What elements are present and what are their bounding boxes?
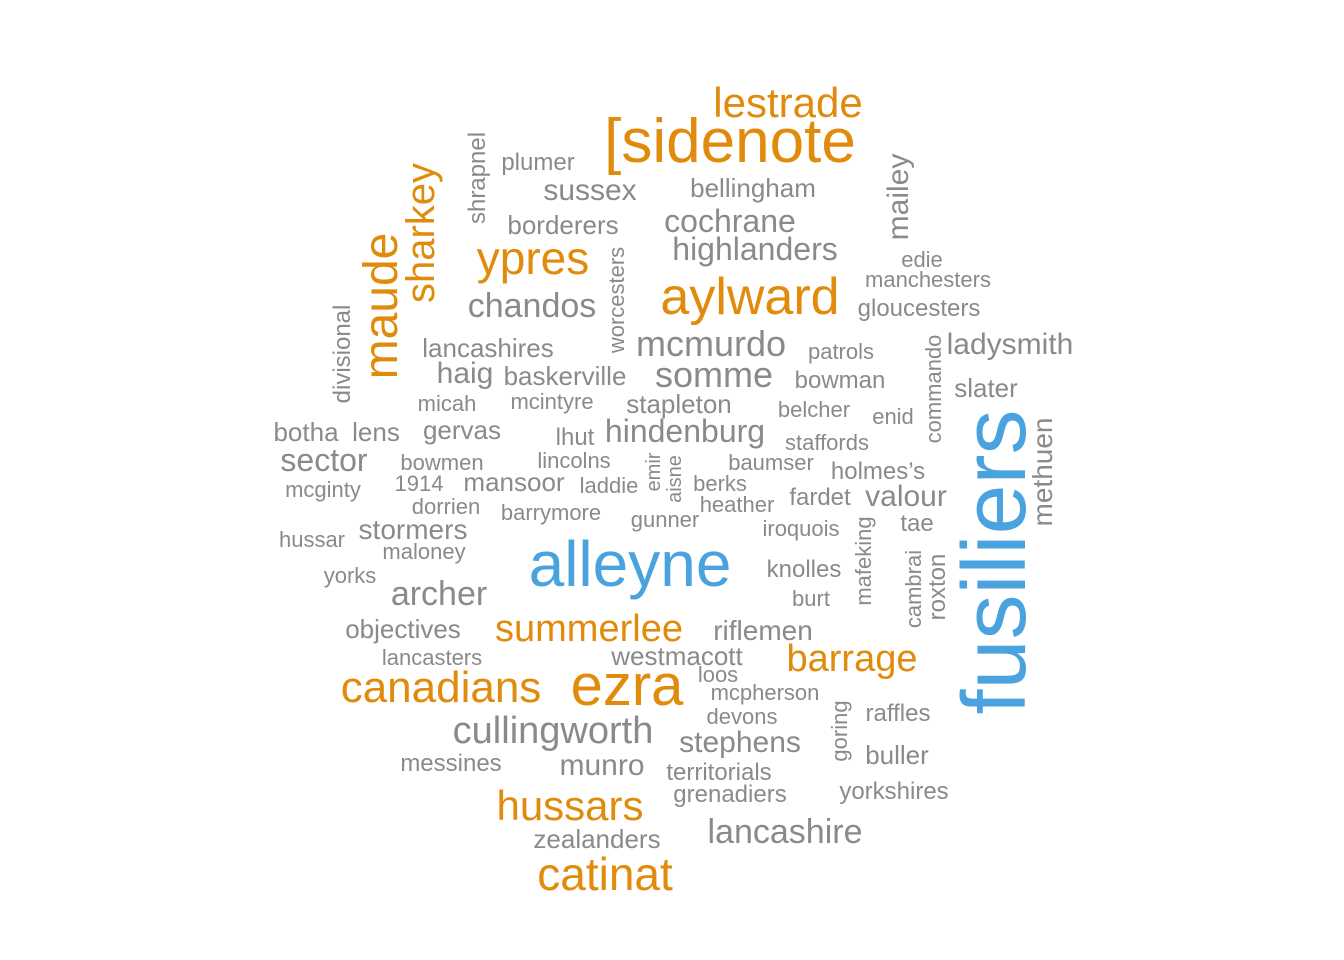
- cloud-word: hindenburg: [604, 413, 766, 449]
- cloud-word: messines: [400, 750, 502, 777]
- cloud-word: shrapnel: [464, 131, 491, 225]
- cloud-word: ladysmith: [946, 328, 1074, 361]
- cloud-word: micah: [417, 391, 477, 416]
- cloud-word: ypres: [476, 232, 590, 284]
- cloud-word: mafeking: [851, 516, 876, 606]
- cloud-word: berks: [693, 471, 747, 496]
- cloud-word: loos: [697, 662, 739, 687]
- cloud-word: zealanders: [533, 824, 661, 854]
- cloud-word: patrols: [807, 339, 875, 364]
- cloud-word: territorials: [666, 759, 772, 786]
- cloud-word: lincolns: [537, 448, 611, 473]
- cloud-word: barrage: [786, 638, 918, 680]
- cloud-word: lancashire: [707, 813, 863, 851]
- cloud-word: manchesters: [865, 267, 991, 292]
- cloud-word: commando: [921, 334, 946, 444]
- cloud-word: mcginty: [285, 477, 361, 502]
- cloud-word: aylward: [660, 268, 840, 326]
- cloud-word: gervas: [422, 415, 502, 445]
- cloud-word: riflemen: [713, 615, 813, 646]
- cloud-word: catinat: [537, 848, 673, 900]
- cloud-word: mailey: [882, 153, 915, 241]
- cloud-word: laddie: [579, 473, 639, 498]
- cloud-word: cullingworth: [452, 710, 654, 752]
- cloud-word: lancashires: [422, 333, 554, 363]
- cloud-word: tae: [900, 510, 934, 537]
- cloud-word: aisne: [664, 455, 686, 503]
- cloud-word: enid: [872, 404, 914, 429]
- cloud-word: goring: [827, 700, 852, 762]
- cloud-word: stephens: [679, 726, 801, 759]
- cloud-word: edie: [901, 247, 943, 272]
- cloud-word: yorkshires: [839, 778, 949, 805]
- cloud-word: roxton: [924, 553, 951, 621]
- cloud-word: plumer: [501, 149, 575, 176]
- cloud-word: baskerville: [503, 361, 627, 391]
- cloud-word: highlanders: [672, 231, 838, 267]
- cloud-word: fardet: [789, 484, 851, 511]
- cloud-word: summerlee: [495, 608, 683, 650]
- cloud-word: fusiliers: [945, 409, 1045, 715]
- cloud-word: gunner: [630, 507, 700, 532]
- cloud-word: archer: [390, 575, 488, 613]
- cloud-word: bowmen: [400, 450, 484, 475]
- cloud-word: heather: [699, 492, 775, 517]
- cloud-word: bowman: [794, 367, 886, 394]
- cloud-word: maude: [355, 232, 408, 380]
- cloud-word: mcintyre: [510, 389, 594, 414]
- cloud-word: [sidenote: [604, 107, 856, 176]
- cloud-word: 1914: [394, 471, 444, 496]
- cloud-word: belcher: [777, 397, 851, 422]
- cloud-word: raffles: [865, 700, 931, 727]
- cloud-word: buller: [865, 740, 929, 770]
- cloud-word: yorks: [323, 563, 377, 588]
- cloud-word: mansoor: [463, 467, 565, 497]
- cloud-word: dorrien: [411, 494, 481, 519]
- cloud-word: mcmurdo: [635, 323, 787, 364]
- cloud-word: maloney: [382, 539, 466, 564]
- cloud-word: hussar: [278, 527, 346, 552]
- cloud-word: ezra: [570, 653, 684, 718]
- cloud-word: staffords: [785, 430, 869, 455]
- cloud-word: gloucesters: [857, 295, 981, 322]
- cloud-word: cambrai: [901, 549, 926, 629]
- cloud-word: valour: [865, 480, 947, 513]
- cloud-word: stapleton: [626, 389, 732, 419]
- cloud-word: mcpherson: [710, 680, 820, 705]
- cloud-word: botha: [273, 417, 339, 447]
- cloud-word: holmes’s: [830, 458, 926, 485]
- cloud-word: borderers: [507, 210, 619, 240]
- cloud-word: sussex: [543, 174, 637, 207]
- cloud-word: emir: [643, 452, 665, 492]
- cloud-word: lancasters: [381, 645, 483, 670]
- cloud-word: knolles: [766, 556, 842, 583]
- cloud-word: chandos: [467, 287, 597, 325]
- cloud-word: somme: [654, 354, 774, 395]
- cloud-word: westmacott: [611, 641, 743, 671]
- cloud-word: alleyne: [528, 528, 732, 600]
- cloud-word: objectives: [345, 614, 461, 644]
- cloud-word: grenadiers: [673, 781, 787, 808]
- cloud-word: haig: [436, 357, 494, 390]
- cloud-word: bellingham: [690, 173, 816, 203]
- cloud-word: iroquois: [762, 516, 840, 541]
- cloud-word: slater: [954, 373, 1018, 403]
- cloud-word: lhut: [555, 424, 595, 451]
- cloud-word: lestrade: [713, 79, 863, 126]
- cloud-word: stormers: [358, 514, 468, 545]
- cloud-word: devons: [706, 704, 778, 729]
- cloud-word: sector: [280, 442, 368, 478]
- cloud-word: hussars: [496, 782, 644, 829]
- cloud-word: divisional: [329, 304, 356, 404]
- cloud-word: cochrane: [664, 203, 796, 239]
- cloud-word: worcesters: [604, 246, 629, 354]
- cloud-word: barrymore: [500, 500, 602, 525]
- cloud-word: munro: [559, 749, 645, 782]
- cloud-word: baumser: [728, 450, 814, 475]
- cloud-word: burt: [792, 586, 830, 611]
- cloud-word: lens: [352, 417, 400, 447]
- cloud-word: canadians: [340, 663, 542, 712]
